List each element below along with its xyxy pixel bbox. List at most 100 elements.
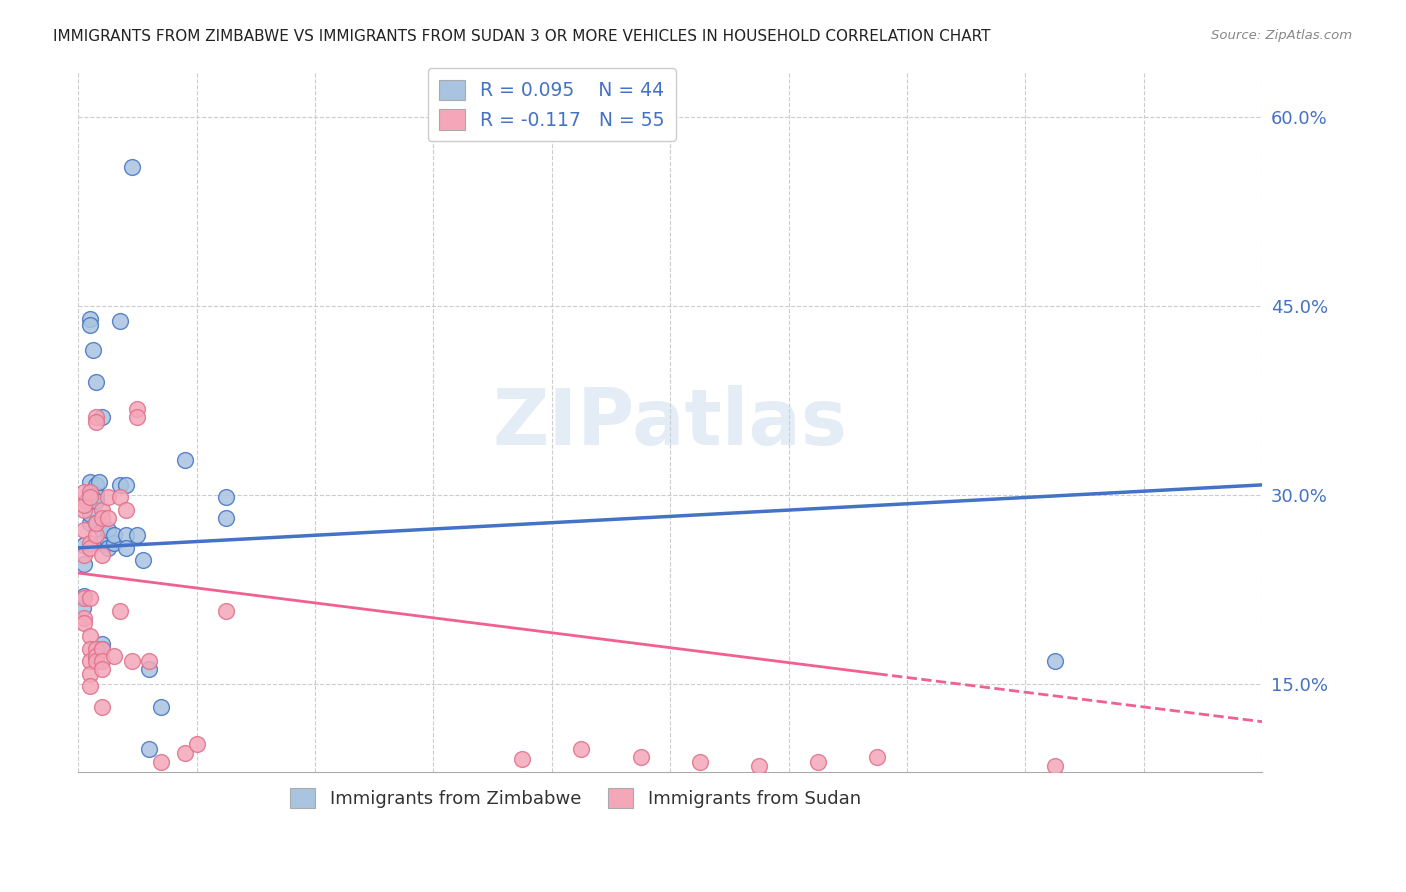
Point: [215, 491, 238, 505]
Point: [97, 510, 120, 524]
Point: [121, 161, 143, 175]
Point: [138, 662, 160, 676]
Text: IMMIGRANTS FROM ZIMBABWE VS IMMIGRANTS FROM SUDAN 3 OR MORE VEHICLES IN HOUSEHOL: IMMIGRANTS FROM ZIMBABWE VS IMMIGRANTS F…: [53, 29, 991, 44]
Point: [108, 314, 131, 328]
Point: [73, 485, 96, 500]
Point: [127, 402, 149, 417]
Point: [630, 750, 652, 764]
Point: [84, 494, 107, 508]
Point: [91, 641, 114, 656]
Point: [132, 553, 155, 567]
Point: [82, 343, 104, 357]
Point: [108, 604, 131, 618]
Point: [114, 541, 136, 555]
Point: [84, 654, 107, 668]
Point: [807, 755, 830, 769]
Point: [79, 318, 101, 332]
Point: [79, 541, 101, 555]
Point: [91, 409, 114, 424]
Point: [84, 528, 107, 542]
Point: [91, 641, 114, 656]
Point: [79, 629, 101, 643]
Point: [97, 491, 120, 505]
Text: Source: ZipAtlas.com: Source: ZipAtlas.com: [1212, 29, 1353, 42]
Point: [173, 746, 195, 760]
Point: [73, 538, 96, 552]
Text: ZIPatlas: ZIPatlas: [492, 384, 848, 460]
Point: [73, 523, 96, 537]
Point: [73, 503, 96, 517]
Point: [103, 536, 125, 550]
Point: [215, 510, 238, 524]
Point: [73, 549, 96, 563]
Point: [173, 452, 195, 467]
Point: [91, 662, 114, 676]
Point: [73, 558, 96, 572]
Point: [91, 510, 114, 524]
Point: [127, 528, 149, 542]
Point: [91, 654, 114, 668]
Point: [73, 498, 96, 512]
Point: [121, 654, 143, 668]
Point: [91, 503, 114, 517]
Point: [79, 536, 101, 550]
Point: [79, 491, 101, 505]
Point: [79, 516, 101, 530]
Legend: Immigrants from Zimbabwe, Immigrants from Sudan: Immigrants from Zimbabwe, Immigrants fro…: [283, 781, 869, 815]
Point: [1043, 758, 1066, 772]
Point: [108, 491, 131, 505]
Point: [571, 742, 593, 756]
Point: [79, 485, 101, 500]
Point: [748, 758, 770, 772]
Point: [73, 616, 96, 631]
Point: [79, 591, 101, 606]
Point: [87, 475, 110, 490]
Point: [91, 536, 114, 550]
Point: [84, 516, 107, 530]
Point: [84, 415, 107, 429]
Point: [689, 755, 711, 769]
Point: [73, 611, 96, 625]
Point: [84, 516, 107, 530]
Point: [76, 494, 98, 508]
Point: [91, 549, 114, 563]
Point: [72, 601, 94, 615]
Point: [97, 536, 120, 550]
Point: [138, 654, 160, 668]
Point: [84, 375, 107, 389]
Point: [103, 649, 125, 664]
Point: [79, 507, 101, 521]
Point: [114, 528, 136, 542]
Point: [79, 641, 101, 656]
Point: [186, 737, 208, 751]
Point: [84, 488, 107, 502]
Point: [97, 523, 120, 537]
Point: [91, 637, 114, 651]
Point: [73, 589, 96, 603]
Point: [866, 750, 889, 764]
Point: [114, 478, 136, 492]
Point: [84, 641, 107, 656]
Point: [127, 409, 149, 424]
Point: [79, 680, 101, 694]
Point: [79, 311, 101, 326]
Point: [1043, 654, 1066, 668]
Point: [73, 591, 96, 606]
Point: [138, 742, 160, 756]
Point: [91, 699, 114, 714]
Point: [84, 493, 107, 508]
Point: [510, 752, 533, 766]
Point: [79, 475, 101, 490]
Point: [103, 528, 125, 542]
Point: [108, 478, 131, 492]
Point: [150, 699, 173, 714]
Point: [84, 478, 107, 492]
Point: [97, 541, 120, 555]
Point: [84, 409, 107, 424]
Point: [91, 523, 114, 537]
Point: [79, 654, 101, 668]
Point: [84, 649, 107, 664]
Point: [215, 604, 238, 618]
Point: [150, 755, 173, 769]
Point: [79, 666, 101, 681]
